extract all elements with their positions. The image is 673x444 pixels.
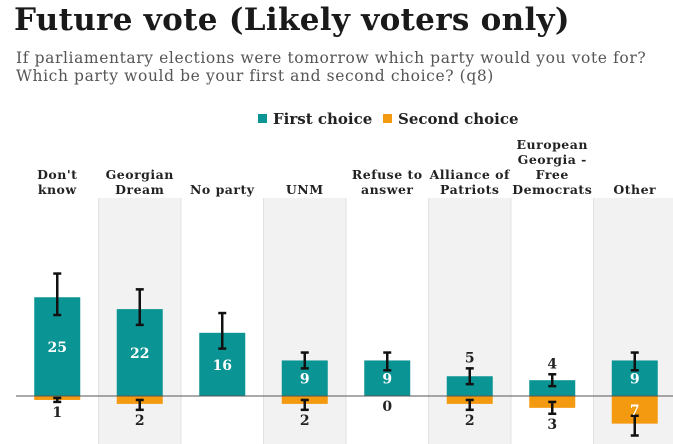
data-label-first-choice-0: 25 xyxy=(48,340,67,356)
data-label-first-choice-1: 22 xyxy=(130,346,149,362)
category-label-4-0: Refuse to xyxy=(352,167,423,182)
category-label-0-1: know xyxy=(38,182,78,197)
legend-swatch-first-choice xyxy=(258,114,267,123)
chart-subtitle: If parliamentary elections were tomorrow… xyxy=(16,49,647,85)
data-label-second-choice-7: 7 xyxy=(630,403,640,419)
data-label-first-choice-5: 5 xyxy=(465,350,475,366)
legend: First choice Second choice xyxy=(0,110,673,130)
category-label-1-1: Dream xyxy=(115,182,164,197)
category-label-7-0: Other xyxy=(613,182,656,197)
data-label-first-choice-2: 16 xyxy=(213,358,232,374)
legend-item-first-choice: First choice xyxy=(258,110,372,128)
bar-first-choice-6 xyxy=(529,380,576,396)
bar-first-choice-5 xyxy=(446,376,493,396)
category-label-6-2: Free xyxy=(536,167,569,182)
category-label-6-3: Democrats xyxy=(512,182,592,197)
legend-item-second-choice: Second choice xyxy=(383,110,519,128)
data-label-second-choice-6: 3 xyxy=(547,417,557,433)
data-label-second-choice-5: 2 xyxy=(465,413,475,429)
data-label-second-choice-1: 2 xyxy=(135,413,145,429)
data-label-second-choice-0: 1 xyxy=(52,405,62,421)
category-label-6-1: Georgia - xyxy=(518,152,587,167)
legend-swatch-second-choice xyxy=(383,114,392,123)
chart-title: Future vote (Likely voters only) xyxy=(14,2,570,38)
legend-label-second-choice: Second choice xyxy=(398,110,519,128)
data-label-second-choice-4: 0 xyxy=(382,399,392,415)
category-label-5-0: Alliance of xyxy=(429,167,511,182)
data-label-first-choice-7: 9 xyxy=(630,372,640,388)
data-label-first-choice-6: 4 xyxy=(547,356,557,372)
category-label-6-0: European xyxy=(517,137,588,152)
data-label-first-choice-3: 9 xyxy=(300,372,310,388)
data-label-second-choice-3: 2 xyxy=(300,413,310,429)
legend-label-first-choice: First choice xyxy=(273,110,373,128)
category-label-3-0: UNM xyxy=(286,182,324,197)
category-label-1-0: Georgian xyxy=(106,167,174,182)
category-label-0-0: Don't xyxy=(37,167,77,182)
category-label-2-0: No party xyxy=(190,182,255,197)
category-label-5-1: Patriots xyxy=(440,182,499,197)
data-label-first-choice-4: 9 xyxy=(382,372,392,388)
category-label-4-1: answer xyxy=(361,182,414,197)
